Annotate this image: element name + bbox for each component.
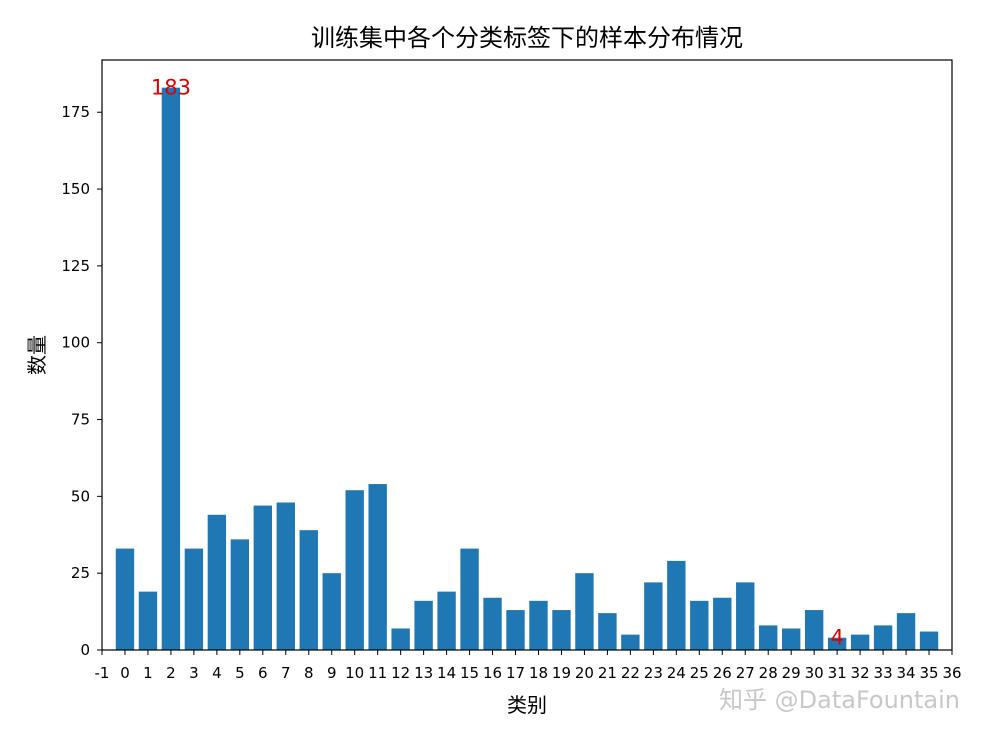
x-tick-label: 30	[805, 664, 824, 682]
x-tick-label: -1	[95, 664, 110, 682]
bar-20	[575, 573, 594, 650]
x-tick-label: 10	[345, 664, 364, 682]
y-tick-label: 175	[61, 103, 90, 121]
bar-32	[850, 634, 870, 650]
x-tick-label: 25	[690, 664, 709, 682]
bar-3	[184, 548, 204, 650]
y-axis-label: 数量	[25, 335, 49, 375]
x-tick-label: 23	[644, 664, 663, 682]
x-tick-label: 16	[483, 664, 502, 682]
x-tick-label: 13	[414, 664, 433, 682]
bar-11	[368, 484, 387, 650]
y-tick-label: 0	[80, 641, 90, 659]
bar-2	[161, 87, 181, 650]
x-tick-label: 15	[460, 664, 479, 682]
y-tick-label: 50	[71, 487, 90, 505]
x-tick-label: 21	[598, 664, 617, 682]
x-tick-label: 32	[851, 664, 870, 682]
bar-35	[919, 631, 939, 650]
bar-16	[483, 597, 502, 650]
bar-18	[529, 600, 548, 650]
bar-29	[782, 628, 801, 650]
y-tick-label: 150	[61, 180, 90, 198]
x-tick-label: 4	[212, 664, 222, 682]
bar-21	[598, 613, 617, 650]
bar-10	[345, 490, 364, 650]
bar-27	[736, 582, 755, 650]
chart-title: 训练集中各个分类标签下的样本分布情况	[311, 24, 743, 52]
bar-1	[138, 591, 158, 650]
x-tick-label: 35	[919, 664, 938, 682]
bar-17	[506, 610, 525, 650]
x-tick-label: 36	[942, 664, 961, 682]
x-tick-label: 19	[552, 664, 571, 682]
y-tick-label: 125	[61, 257, 90, 275]
bar-12	[391, 628, 410, 650]
bar-6	[253, 505, 272, 650]
bar-9	[322, 573, 341, 650]
x-tick-label: 0	[120, 664, 130, 682]
x-tick-label: 5	[235, 664, 245, 682]
x-tick-label: 12	[391, 664, 410, 682]
x-tick-label: 29	[782, 664, 801, 682]
bar-34	[896, 613, 916, 650]
x-tick-label: 27	[736, 664, 755, 682]
bar-24	[667, 560, 686, 650]
x-axis-ticks: -1 0 1 2 3 4 5 6 7 8 9 10 11 12 13 14 15 16 17 18 19 20 21 22 23…	[95, 650, 962, 682]
watermark: 知乎 @DataFountain	[719, 686, 960, 714]
bar-30	[804, 610, 824, 650]
bar-5	[230, 539, 250, 650]
bar-33	[873, 625, 893, 650]
y-tick-label: 75	[71, 411, 90, 429]
bar-14	[437, 591, 456, 650]
bars-layer	[115, 87, 939, 650]
bar-19	[552, 610, 571, 650]
x-tick-label: 9	[327, 664, 337, 682]
x-tick-label: 34	[897, 664, 916, 682]
y-tick-label: 25	[71, 564, 90, 582]
bar-8	[299, 530, 318, 650]
y-axis-ticks: 0 25 50 75 100 125 150 175	[61, 103, 102, 659]
x-tick-label: 24	[667, 664, 686, 682]
x-tick-label: 22	[621, 664, 640, 682]
bar-0	[115, 548, 135, 650]
x-tick-label: 2	[166, 664, 176, 682]
bar-23	[644, 582, 663, 650]
bar-31	[827, 637, 847, 650]
x-tick-label: 28	[759, 664, 778, 682]
data-label-2: 183	[151, 76, 191, 100]
data-label-31: 4	[830, 626, 843, 650]
x-tick-label: 20	[575, 664, 594, 682]
x-tick-label: 31	[828, 664, 847, 682]
bar-13	[414, 600, 433, 650]
bar-4	[207, 514, 227, 650]
bar-22	[621, 634, 640, 650]
x-tick-label: 11	[368, 664, 387, 682]
plot-frame	[101, 59, 953, 651]
x-tick-label: 17	[506, 664, 525, 682]
x-tick-label: 33	[874, 664, 893, 682]
bar-25	[690, 600, 709, 650]
bar-15	[460, 548, 479, 650]
x-tick-label: 6	[258, 664, 268, 682]
x-axis-label: 类别	[507, 693, 547, 717]
x-tick-label: 7	[281, 664, 291, 682]
bar-7	[276, 502, 295, 650]
x-tick-label: 8	[304, 664, 314, 682]
bar-28	[759, 625, 778, 650]
x-tick-label: 26	[713, 664, 732, 682]
x-tick-label: 18	[529, 664, 548, 682]
bar-26	[713, 597, 732, 650]
y-tick-label: 100	[61, 334, 90, 352]
x-tick-label: 1	[143, 664, 153, 682]
x-tick-label: 3	[189, 664, 199, 682]
x-tick-label: 14	[437, 664, 456, 682]
